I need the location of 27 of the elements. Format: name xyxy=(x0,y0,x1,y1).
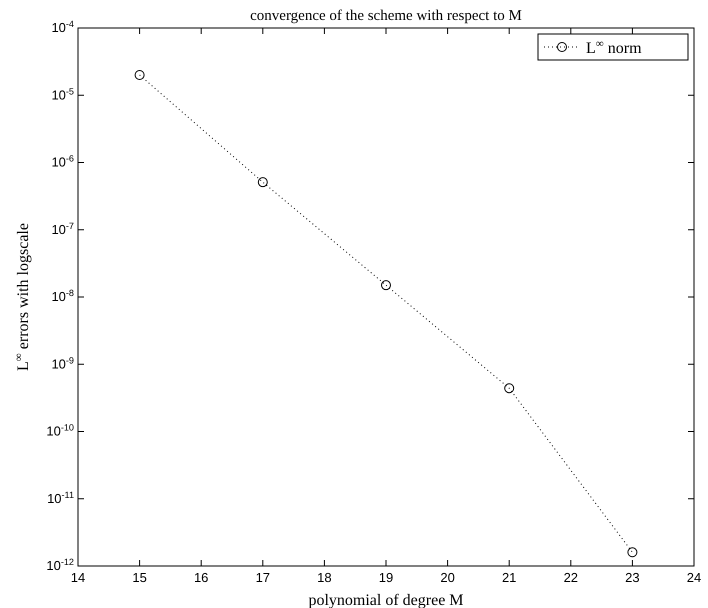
y-tick-label: 10$^{-6}$ xyxy=(51,154,74,170)
point xyxy=(258,177,268,188)
legend-label: L$^{∞}$ norm xyxy=(586,38,642,57)
point xyxy=(381,280,391,290)
y-tick-label: 10$^{-10}$ xyxy=(46,422,74,438)
point xyxy=(134,70,145,80)
y-tick-label: 10$^{-9}$ xyxy=(51,355,74,372)
x-tick-label: 16 xyxy=(194,570,208,585)
x-tick-label: 23 xyxy=(625,570,640,585)
x-tick-label: 14 xyxy=(70,570,86,585)
y-tick-label: 10$^{-5}$ xyxy=(51,86,74,102)
x-tick-label: 20 xyxy=(440,570,455,585)
chart-title: convergence of the scheme with respect to M xyxy=(250,8,522,24)
x-tick-label: 22 xyxy=(564,570,578,585)
y-tick-label: 10$^{-4}$ xyxy=(51,19,74,35)
x-tick-label: 17 xyxy=(256,570,270,585)
x-tick-label: 21 xyxy=(502,570,516,585)
x-tick-label: 18 xyxy=(317,570,332,585)
x-tick-label: 15 xyxy=(132,570,147,585)
y-tick-label: 10$^{-12}$ xyxy=(46,557,74,573)
y-tick-label: 10$^{-7}$ xyxy=(51,220,74,237)
point xyxy=(627,547,638,558)
x-tick-label: 24 xyxy=(686,570,702,585)
point xyxy=(504,383,514,394)
x-tick-label: 19 xyxy=(378,570,394,585)
y-tick-label: 10$^{-8}$ xyxy=(51,288,74,304)
y-tick-label: 10$^{-11}$ xyxy=(47,490,74,506)
